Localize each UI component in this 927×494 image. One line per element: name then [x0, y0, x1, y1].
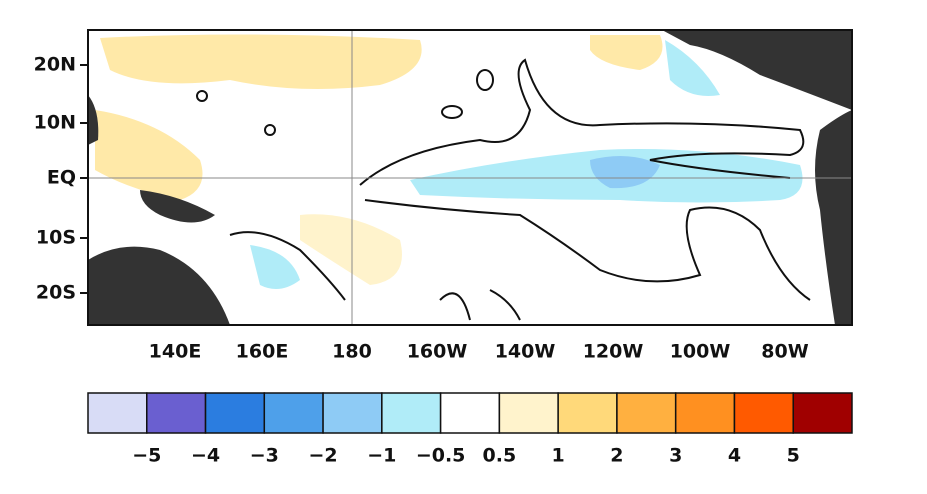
colorbar-label: −2: [309, 445, 338, 467]
lon-label: 140E: [149, 341, 202, 363]
color-box: [498, 392, 559, 434]
lat-label: 10S: [36, 227, 76, 249]
warm-anomaly: [300, 214, 402, 285]
color-box: [792, 392, 853, 434]
land: [815, 110, 852, 325]
colorbar-label: 4: [728, 445, 741, 467]
colorbar-label: −4: [191, 445, 220, 467]
land: [662, 30, 852, 110]
colorbar-label: 1: [552, 445, 565, 467]
lon-label: 160E: [236, 341, 289, 363]
color-box: [204, 392, 266, 434]
contour: [229, 231, 521, 321]
contour: [441, 105, 463, 119]
colorbar-label: 0.5: [483, 445, 517, 467]
land: [88, 246, 230, 325]
contour: [196, 90, 208, 102]
color-box: [87, 392, 148, 434]
colorbar-label: −1: [367, 445, 396, 467]
colorbar-label: 2: [610, 445, 623, 467]
land: [88, 95, 99, 145]
lon-label: 120W: [583, 341, 644, 363]
lat-label: 10N: [34, 112, 76, 134]
map: [87, 29, 853, 326]
lon-label: 180: [332, 341, 372, 363]
lon-label: 160W: [407, 341, 468, 363]
land: [140, 190, 215, 223]
lat-label: 20S: [36, 282, 76, 304]
color-box: [733, 392, 794, 434]
cool-anomaly: [250, 245, 300, 289]
warm-anomaly: [590, 35, 663, 70]
lon-label: 140W: [495, 341, 556, 363]
cool-anomaly: [665, 40, 720, 96]
lat-label: 20N: [34, 54, 76, 76]
contour: [264, 124, 276, 136]
color-box: [674, 392, 736, 434]
axis-labels: 20N 10N EQ 10S 20S 140E 160E 180 160W 140W 120W 100…: [34, 54, 809, 363]
colorbar-label: −3: [250, 445, 279, 467]
contour: [476, 69, 494, 91]
color-box: [146, 392, 207, 434]
contour: [359, 58, 811, 301]
colorbar: −5 −4 −3 −2 −1 −0.5 0.5 1 2 3 4 5: [87, 392, 853, 467]
colorbar-label: −5: [132, 445, 161, 467]
lon-label: 80W: [761, 341, 808, 363]
lon-label: 100W: [670, 341, 731, 363]
colorbar-label: 3: [669, 445, 682, 467]
colorbar-label: 5: [787, 445, 800, 467]
warm-anomaly: [100, 34, 422, 89]
color-box: [439, 392, 501, 434]
cool-anomaly: [590, 156, 660, 189]
lat-label: EQ: [47, 167, 76, 189]
color-box: [263, 392, 324, 434]
color-box: [557, 392, 618, 434]
color-box: [322, 392, 383, 434]
color-box: [616, 392, 677, 434]
color-box: [381, 392, 442, 434]
colorbar-label: −0.5: [416, 445, 466, 467]
